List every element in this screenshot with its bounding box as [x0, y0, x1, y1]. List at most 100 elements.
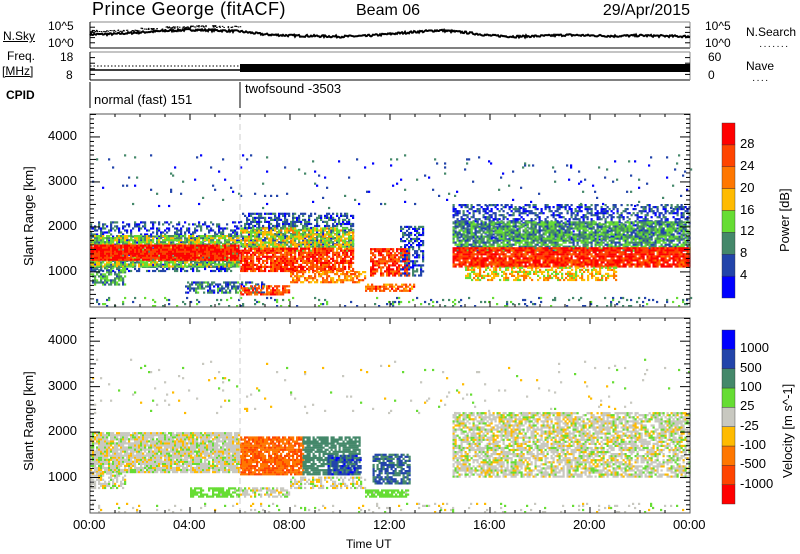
echo-cell — [266, 247, 269, 250]
echo-cell — [254, 267, 257, 271]
noise-search-dot — [187, 27, 189, 29]
echo-cell — [264, 263, 267, 266]
echo-cell — [342, 229, 345, 232]
echo-cell — [170, 243, 173, 246]
noise-search-dot — [98, 30, 101, 32]
echo-cell — [290, 257, 293, 260]
echo-cell — [136, 256, 139, 259]
echo-cell — [104, 267, 107, 270]
echo-cell — [110, 241, 113, 244]
echo-cell — [386, 262, 389, 265]
echo-cell — [200, 225, 203, 228]
echo-cell — [102, 241, 105, 244]
echo-cell — [352, 277, 355, 280]
echo-cell — [416, 252, 419, 255]
echo-cell — [128, 243, 131, 246]
echo-cell — [96, 244, 99, 247]
echo-cell — [312, 271, 315, 274]
echo-cell — [338, 255, 341, 258]
echo-cell — [272, 291, 275, 294]
echo-cell — [330, 241, 333, 244]
echo-cell — [196, 229, 199, 232]
echo-cell — [152, 248, 155, 251]
echo-cell — [340, 237, 343, 240]
echo-cell — [290, 247, 293, 250]
echo-cell — [217, 283, 220, 286]
echo-cell — [194, 265, 197, 268]
noise-search-dot — [91, 30, 94, 32]
echo-cell — [304, 239, 307, 242]
echo-cell — [220, 256, 223, 259]
echo-cell — [282, 255, 285, 258]
echo-cell — [354, 271, 357, 274]
echo-cell — [392, 256, 395, 259]
echo-cell — [189, 283, 192, 286]
echo-cell — [256, 227, 259, 230]
echo-cell — [246, 249, 249, 252]
echo-cell — [348, 243, 351, 246]
echo-cell — [344, 277, 347, 280]
echo-cell — [346, 222, 349, 226]
echo-cell — [212, 229, 215, 232]
echo-cell — [300, 222, 303, 226]
echo-cell — [304, 224, 307, 228]
echo-cell — [282, 265, 285, 268]
noise-search-dot — [227, 26, 230, 28]
noise-search-dot — [216, 26, 218, 28]
echo-cell — [244, 255, 247, 258]
echo-cell — [352, 235, 355, 238]
echo-cell — [108, 237, 111, 240]
echo-cell — [268, 212, 271, 215]
echo-cell — [276, 243, 279, 246]
echo-cell — [112, 252, 115, 255]
echo-cell — [146, 265, 149, 268]
echo-cell — [372, 272, 375, 275]
echo-cell — [118, 277, 121, 280]
echo-cell — [312, 245, 315, 248]
echo-cell — [185, 291, 188, 294]
echo-cell — [406, 260, 409, 263]
echo-cell — [374, 254, 377, 257]
noise-search-dot — [131, 29, 134, 31]
echo-cell — [187, 285, 190, 288]
echo-cell — [228, 250, 231, 253]
echo-cell — [300, 212, 303, 215]
echo-cell — [240, 291, 243, 294]
echo-cell — [106, 235, 109, 238]
echo-cell — [288, 261, 291, 264]
echo-cell — [284, 287, 287, 290]
echo-cell — [264, 233, 267, 236]
echo-cell — [196, 241, 199, 244]
echo-cell — [330, 218, 333, 221]
echo-cell — [332, 224, 335, 228]
echo-cell — [378, 254, 381, 257]
echo-cell — [188, 241, 191, 244]
echo-cell — [110, 267, 113, 270]
echo-cell — [212, 265, 215, 268]
noise-search-dot — [113, 30, 115, 32]
echo-cell — [290, 255, 293, 258]
echo-cell — [223, 287, 226, 290]
echo-cell — [332, 227, 335, 230]
echo-cell — [411, 287, 414, 290]
echo-cell — [104, 283, 107, 286]
echo-cell — [196, 243, 199, 246]
echo-cell — [346, 259, 349, 262]
echo-cell — [124, 269, 127, 272]
echo-cell — [204, 267, 207, 271]
echo-cell — [234, 261, 237, 264]
echo-cell — [241, 281, 244, 284]
echo-cell — [326, 259, 329, 262]
echo-cell — [120, 252, 123, 255]
echo-cell — [252, 227, 255, 230]
echo-cell — [330, 257, 333, 260]
echo-cell — [292, 273, 295, 276]
echo-cell — [254, 291, 257, 294]
echo-cell — [217, 287, 220, 290]
echo-cell — [326, 273, 329, 276]
echo-cell — [100, 258, 103, 261]
echo-cell — [350, 227, 353, 230]
echo-cell — [178, 237, 181, 240]
echo-cell — [412, 237, 415, 241]
echo-cell — [386, 254, 389, 257]
